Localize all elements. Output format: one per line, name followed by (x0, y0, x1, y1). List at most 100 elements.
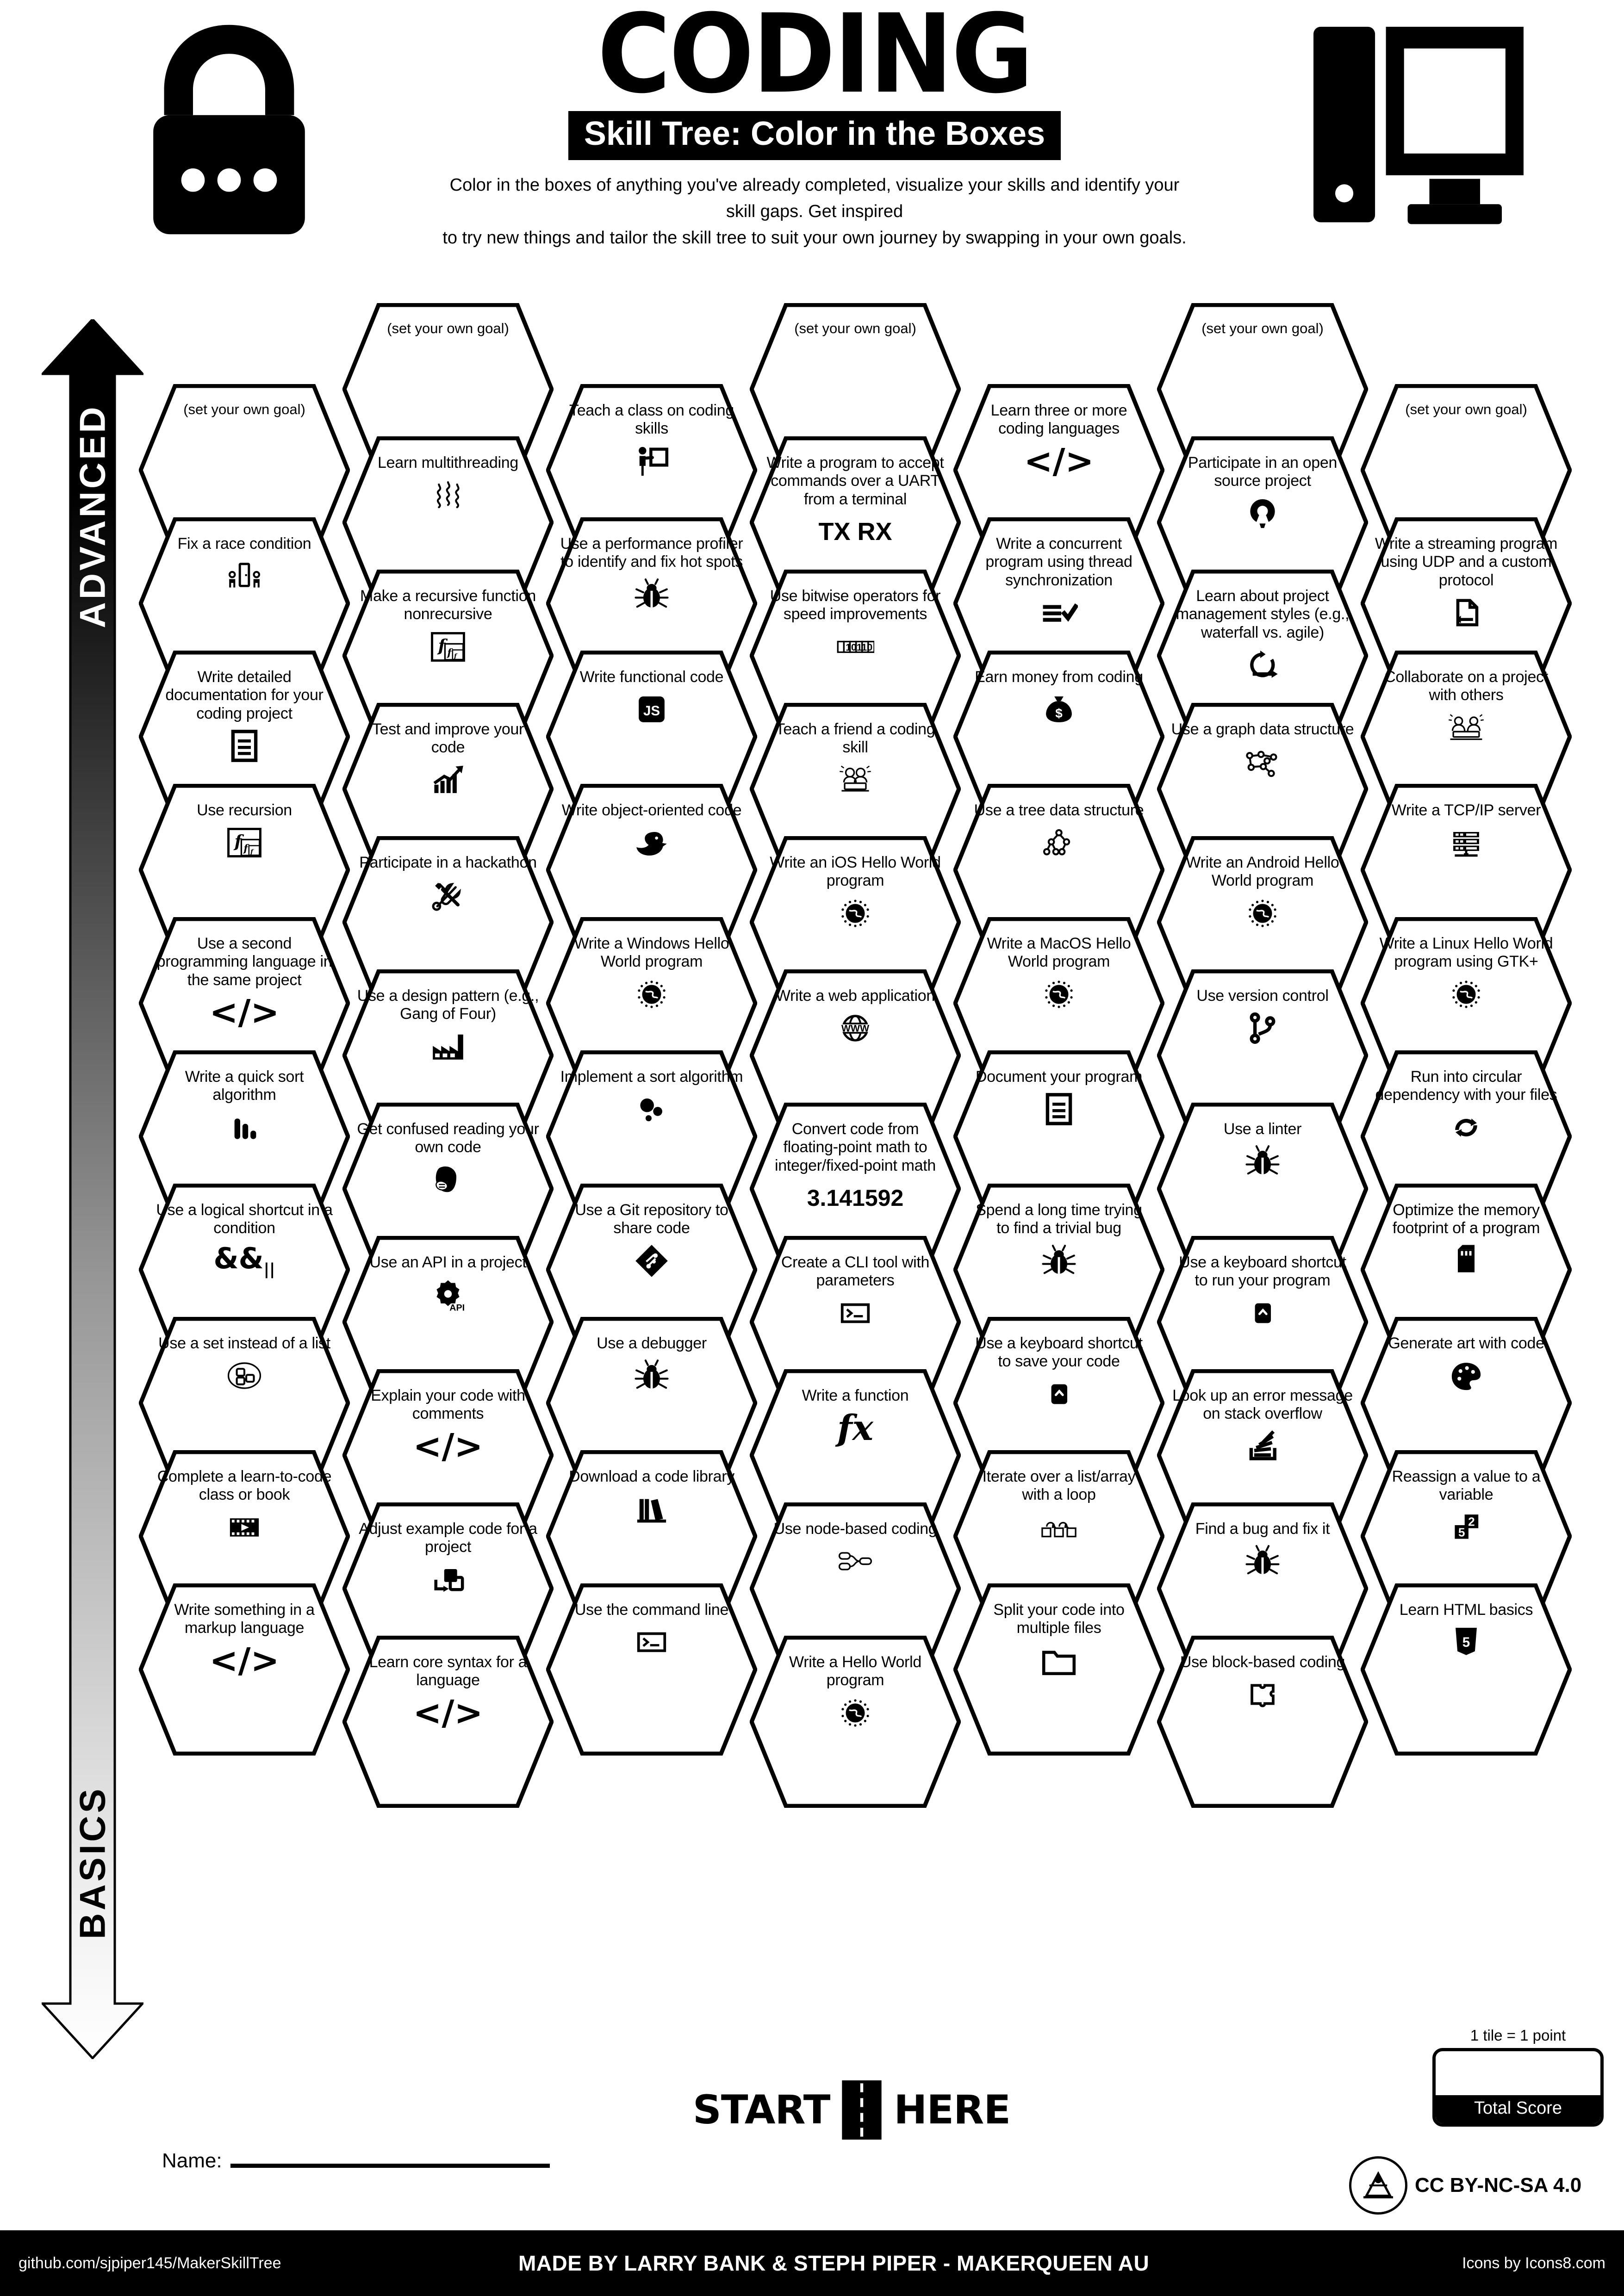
bug-icon (1244, 1541, 1282, 1581)
skill-hex-col2-9[interactable]: Explain your code with comments </> (342, 1369, 554, 1541)
skill-hex-col1-6[interactable]: Write a quick sort algorithm (139, 1050, 350, 1222)
skill-hex-col2-10[interactable]: Adjust example code for a project (342, 1502, 554, 1675)
skill-hex-col6-1[interactable]: (set your own goal) (1157, 303, 1368, 475)
skill-hex-label: Write an iOS Hello World program (770, 854, 941, 890)
skill-hex-col4-11[interactable]: Write a Hello World program (750, 1636, 961, 1808)
skill-hex-col7-1[interactable]: (set your own goal) (1361, 384, 1572, 556)
skill-hex-col1-3[interactable]: Write detailed documentation for your co… (139, 651, 350, 823)
threads-icon (429, 475, 467, 515)
skill-hex-col7-10[interactable]: Learn HTML basics 5 (1361, 1583, 1572, 1756)
skill-hex-col4-10[interactable]: Use node-based coding (750, 1502, 961, 1675)
skill-hex-col6-9[interactable]: Look up an error message on stack overfl… (1157, 1369, 1368, 1541)
skill-hex-label: Write a function (802, 1387, 909, 1404)
makerqueen-logo-icon (1349, 2156, 1407, 2215)
skill-hex-col3-10[interactable]: Use the command line (546, 1583, 757, 1756)
skill-hex-label: Write a concurrent program using thread … (985, 535, 1132, 589)
skill-hex-label: Write a web application (776, 987, 935, 1005)
skill-hex-col3-7[interactable]: Use a Git repository to share code (546, 1184, 757, 1356)
skill-hex-col4-7[interactable]: Convert code from floating-point math to… (750, 1103, 961, 1275)
footer-bar: github.com/sjpiper145/MakerSkillTree MAD… (0, 2230, 1624, 2296)
footer-github-link[interactable]: github.com/sjpiper145/MakerSkillTree (19, 2254, 281, 2272)
score-box[interactable]: Total Score (1432, 2048, 1604, 2127)
bug-icon (633, 575, 671, 614)
skill-hex-label: Get confused reading your own code (357, 1120, 539, 1156)
skill-hex-col1-8[interactable]: Use a set instead of a list (139, 1317, 350, 1489)
file-loop-icon (1447, 593, 1485, 633)
skill-hex-col5-5[interactable]: Write a MacOS Hello World program (953, 917, 1164, 1089)
money-bag-icon: $ (1040, 689, 1078, 729)
skill-hex-col7-5[interactable]: Write a Linux Hello World program using … (1361, 917, 1572, 1089)
skill-hex-label: Optimize the memory footprint of a progr… (1392, 1201, 1540, 1237)
skill-hex-label: Make a recursive function nonrecursive (360, 587, 536, 623)
skill-hex-col5-7[interactable]: Spend a long time trying to find a trivi… (953, 1184, 1164, 1356)
bitwise-icon: 10110 (836, 627, 874, 667)
skill-hex-col5-8[interactable]: Use a keyboard shortcut to save your cod… (953, 1317, 1164, 1489)
name-label: Name: (162, 2149, 222, 2172)
skill-hex-col7-6[interactable]: Run into circular dependency with your f… (1361, 1050, 1572, 1222)
skill-hex-col3-9[interactable]: Download a code library (546, 1450, 757, 1622)
skill-hex-col3-1[interactable]: Teach a class on coding skills (546, 384, 757, 556)
palette-icon (1447, 1356, 1485, 1396)
skill-hex-label: Use recursion (197, 801, 292, 819)
skill-hex-col3-5[interactable]: Write a Windows Hello World program (546, 917, 757, 1089)
skill-hex-col1-2[interactable]: Fix a race condition (139, 517, 350, 689)
skill-hex-col6-5[interactable]: Write an Android Hello World program (1157, 836, 1368, 1008)
txrx-text-icon: TX RX (818, 518, 892, 546)
skill-hex-col1-5[interactable]: Use a second programming language in the… (139, 917, 350, 1089)
skill-hex-col6-11[interactable]: Use block-based coding (1157, 1636, 1368, 1808)
skill-hex-label: Collaborate on a project with others (1384, 668, 1548, 704)
skill-hex-col6-7[interactable]: Use a linter (1157, 1103, 1368, 1275)
factory-icon (429, 1027, 467, 1067)
globe-icon (836, 1693, 874, 1733)
name-input[interactable] (230, 2164, 550, 2168)
skill-hex-col4-6[interactable]: Write a web application WWW (750, 969, 961, 1142)
skill-hex-col2-5[interactable]: Participate in a hackathon (342, 836, 554, 1008)
skill-hex-col3-3[interactable]: Write functional code JS (546, 651, 757, 823)
skill-hex-col7-2[interactable]: Write a streaming program using UDP and … (1361, 517, 1572, 689)
skill-hex-label: Use a design pattern (e.g., Gang of Four… (357, 987, 539, 1023)
skill-hex-col5-2[interactable]: Write a concurrent program using thread … (953, 517, 1164, 689)
skill-hex-col5-9[interactable]: Iterate over a list/array with a loop (953, 1450, 1164, 1622)
skill-hex-label: Earn money from coding (975, 668, 1143, 686)
skill-hex-col6-8[interactable]: Use a keyboard shortcut to run your prog… (1157, 1236, 1368, 1408)
skill-hex-col1-9[interactable]: Complete a learn-to-code class or book (139, 1450, 350, 1622)
skill-hex-col3-8[interactable]: Use a debugger (546, 1317, 757, 1489)
skill-hex-label: Complete a learn-to-code class or book (157, 1468, 332, 1504)
skill-hex-col2-8[interactable]: Use an API in a project API (342, 1236, 554, 1408)
code-brackets-icon: </> (1024, 441, 1094, 481)
server-icon (1447, 823, 1485, 863)
html5-icon: 5 (1447, 1622, 1485, 1662)
skill-hex-col4-5[interactable]: Write an iOS Hello World program (750, 836, 961, 1008)
memory-card-icon (1447, 1241, 1485, 1281)
skill-hex-col2-3[interactable]: Make a recursive function nonrecursive f f… (342, 570, 554, 742)
skill-hex-label: Use a keyboard shortcut to run your prog… (1179, 1253, 1346, 1290)
skill-hex-col4-3[interactable]: Use bitwise operators for speed improvem… (750, 570, 961, 742)
skill-hex-label: Use a Git repository to share code (575, 1201, 728, 1237)
skill-hex-label: Use block-based coding (1180, 1653, 1345, 1671)
skill-hex-label: Use a graph data structure (1171, 720, 1354, 738)
page-subtitle: Skill Tree: Color in the Boxes (568, 111, 1061, 161)
skill-hex-col2-1[interactable]: (set your own goal) (342, 303, 554, 475)
skill-hex-col2-11[interactable]: Learn core syntax for a language </> (342, 1636, 554, 1808)
skill-hex-label: Learn multithreading (378, 454, 518, 472)
code-brackets-icon: </> (209, 993, 280, 1033)
skill-hex-col7-9[interactable]: Reassign a value to a variable 2 5 (1361, 1450, 1572, 1622)
skill-hex-col2-2[interactable]: Learn multithreading (342, 436, 554, 608)
skill-hex-col6-10[interactable]: Find a bug and fix it (1157, 1502, 1368, 1675)
skill-hex-col1-4[interactable]: Use recursion f f f (139, 784, 350, 956)
svg-text:API: API (449, 1303, 465, 1313)
skill-hex-col1-10[interactable]: Write something in a markup language </> (139, 1583, 350, 1756)
skill-hex-col1-1[interactable]: (set your own goal) (139, 384, 350, 556)
skill-hex-col5-10[interactable]: Split your code into multiple files (953, 1583, 1164, 1756)
skill-hex-col5-4[interactable]: Use a tree data structure (953, 784, 1164, 956)
skill-hex-col7-8[interactable]: Generate art with code (1361, 1317, 1572, 1489)
page-header: CODING Skill Tree: Color in the Boxes Co… (0, 0, 1624, 287)
intro-line-2: to try new things and tailor the skill t… (442, 228, 1187, 248)
skill-hex-col4-8[interactable]: Create a CLI tool with parameters (750, 1236, 961, 1408)
skill-hex-label: Write a Windows Hello World program (574, 935, 729, 971)
skill-hex-col7-7[interactable]: Optimize the memory footprint of a progr… (1361, 1184, 1572, 1356)
sort-circles-icon (633, 1089, 671, 1129)
www-icon: WWW (836, 1008, 874, 1048)
skill-hex-label: Write a Linux Hello World program using … (1379, 935, 1553, 971)
